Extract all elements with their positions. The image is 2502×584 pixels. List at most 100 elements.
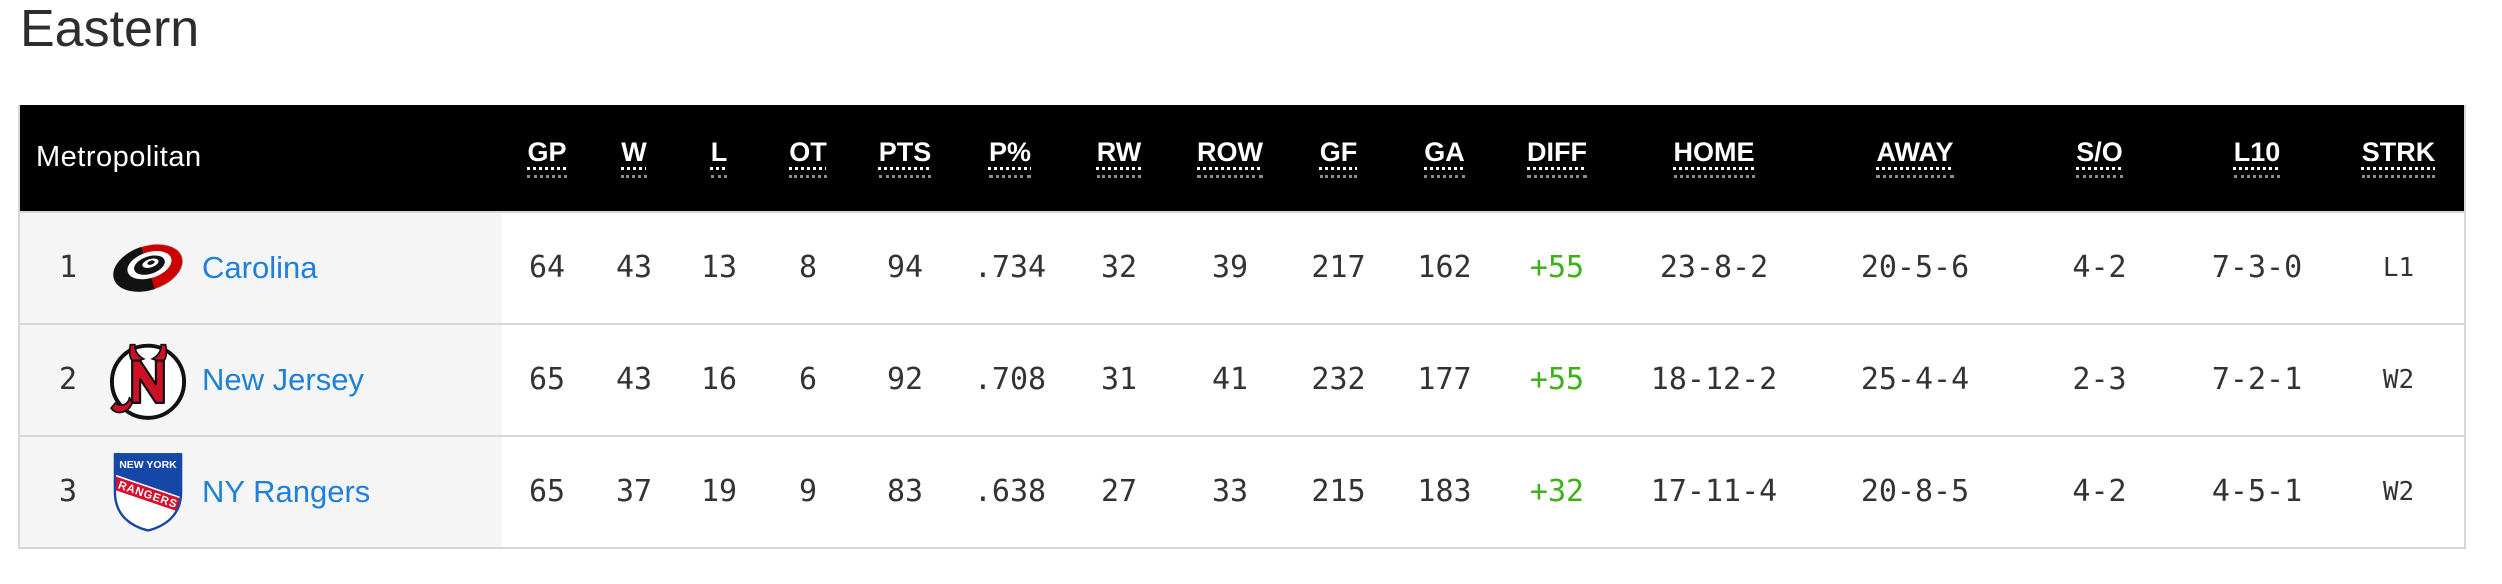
- rank: 1: [58, 250, 78, 286]
- stat-gf: 217: [1311, 250, 1366, 286]
- col-away: AWAY: [1812, 104, 2018, 212]
- stat-so: 4-2: [2072, 250, 2127, 286]
- stat-home: 17-11-4: [1650, 474, 1778, 510]
- stat-home: 18-12-2: [1650, 362, 1778, 398]
- stat-diff: +55: [1529, 250, 1585, 286]
- svg-text:NEW YORK: NEW YORK: [119, 458, 177, 470]
- stat-rw: 31: [1100, 362, 1138, 398]
- conference-title: Eastern: [20, 0, 200, 58]
- stat-strk: W2: [2382, 476, 2415, 507]
- column-header-home[interactable]: HOME: [1673, 137, 1755, 179]
- team-cell: 2 New Jersey: [19, 322, 502, 436]
- new-jersey-devils-logo[interactable]: [100, 334, 196, 426]
- stat-diff: +55: [1529, 362, 1585, 398]
- stat-ppct: .638: [973, 474, 1047, 510]
- column-header-gf[interactable]: GF: [1319, 137, 1358, 179]
- col-pts: PTS: [854, 104, 956, 212]
- col-diff: DIFF: [1498, 104, 1616, 212]
- stat-home: 23-8-2: [1659, 250, 1769, 286]
- team-cell: 3: [19, 434, 502, 548]
- stat-ot: 6: [798, 362, 818, 398]
- stat-row: 39: [1211, 250, 1249, 286]
- division-label: Metropolitan: [36, 141, 202, 174]
- stat-rw: 32: [1100, 250, 1138, 286]
- stat-ga: 162: [1417, 250, 1472, 286]
- stat-rw: 27: [1100, 474, 1138, 510]
- stat-strk: W2: [2382, 364, 2415, 395]
- header-row: Metropolitan GP W L OT PTS P% RW ROW GF …: [19, 104, 2465, 212]
- column-header-pts[interactable]: PTS: [878, 137, 932, 179]
- stat-l: 16: [700, 362, 738, 398]
- column-header-l[interactable]: L: [710, 137, 728, 179]
- stat-w: 37: [615, 474, 653, 510]
- col-so: S/O: [2018, 104, 2181, 212]
- column-header-gp[interactable]: GP: [527, 137, 567, 179]
- stat-away: 20-8-5: [1860, 474, 1970, 510]
- column-header-diff[interactable]: DIFF: [1527, 137, 1587, 179]
- col-home: HOME: [1616, 104, 1812, 212]
- col-ot: OT: [762, 104, 854, 212]
- rank: 2: [58, 362, 78, 398]
- stat-so: 2-3: [2072, 362, 2127, 398]
- stat-l10: 4-5-1: [2211, 474, 2303, 510]
- stat-gp: 65: [528, 362, 566, 398]
- column-header-ga[interactable]: GA: [1424, 137, 1465, 179]
- stat-row: 33: [1211, 474, 1249, 510]
- column-header-ot[interactable]: OT: [789, 137, 827, 179]
- stat-l: 19: [700, 474, 738, 510]
- column-header-so[interactable]: S/O: [2076, 137, 2123, 179]
- stat-pts: 92: [886, 362, 924, 398]
- col-l: L: [676, 104, 762, 212]
- column-header-strk[interactable]: STRK: [2361, 137, 2436, 179]
- stat-pts: 94: [886, 250, 924, 286]
- stat-ga: 183: [1417, 474, 1472, 510]
- col-l10: L10: [2181, 104, 2333, 212]
- team-cell: 1 Carolina: [19, 210, 502, 324]
- stat-pts: 83: [886, 474, 924, 510]
- stat-w: 43: [615, 362, 653, 398]
- stat-gp: 64: [528, 250, 566, 286]
- team-link[interactable]: New Jersey: [202, 361, 364, 397]
- table-row: 3: [19, 434, 2465, 548]
- stat-ot: 9: [798, 474, 818, 510]
- stat-strk: L1: [2382, 252, 2415, 283]
- col-strk: STRK: [2333, 104, 2465, 212]
- column-header-ppct[interactable]: P%: [988, 137, 1032, 179]
- column-header-w[interactable]: W: [621, 137, 647, 179]
- stat-so: 4-2: [2072, 474, 2127, 510]
- column-header-row[interactable]: ROW: [1197, 137, 1263, 179]
- column-header-away[interactable]: AWAY: [1876, 137, 1954, 179]
- rank: 3: [58, 474, 78, 510]
- stat-l10: 7-3-0: [2211, 250, 2303, 286]
- carolina-hurricanes-logo[interactable]: [100, 230, 196, 306]
- stat-ppct: .734: [973, 250, 1047, 286]
- col-ppct: P%: [956, 104, 1064, 212]
- col-gf: GF: [1286, 104, 1391, 212]
- col-ga: GA: [1391, 104, 1498, 212]
- stat-away: 25-4-4: [1860, 362, 1970, 398]
- col-rw: RW: [1064, 104, 1174, 212]
- table-row: 2 New Jersey 65 43 16 6: [19, 322, 2465, 436]
- stat-w: 43: [615, 250, 653, 286]
- stat-gf: 215: [1311, 474, 1366, 510]
- team-link[interactable]: NY Rangers: [202, 473, 371, 509]
- stat-gf: 232: [1311, 362, 1366, 398]
- stat-ga: 177: [1417, 362, 1472, 398]
- col-gp: GP: [502, 104, 592, 212]
- division-header-cell: Metropolitan: [19, 104, 502, 212]
- stat-ot: 8: [798, 250, 818, 286]
- table-row: 1 Carolina: [19, 210, 2465, 324]
- stat-diff: +32: [1529, 474, 1585, 510]
- stat-ppct: .708: [973, 362, 1047, 398]
- column-header-l10[interactable]: L10: [2233, 137, 2281, 179]
- stat-l: 13: [700, 250, 738, 286]
- new-york-rangers-logo[interactable]: NEW YORK RANGERS: [100, 450, 196, 534]
- team-link[interactable]: Carolina: [202, 249, 318, 285]
- stat-l10: 7-2-1: [2211, 362, 2303, 398]
- standings-table: Metropolitan GP W L OT PTS P% RW ROW GF …: [18, 104, 2466, 549]
- stat-row: 41: [1211, 362, 1249, 398]
- stat-away: 20-5-6: [1860, 250, 1970, 286]
- col-w: W: [592, 104, 676, 212]
- column-header-rw[interactable]: RW: [1096, 137, 1142, 179]
- stat-gp: 65: [528, 474, 566, 510]
